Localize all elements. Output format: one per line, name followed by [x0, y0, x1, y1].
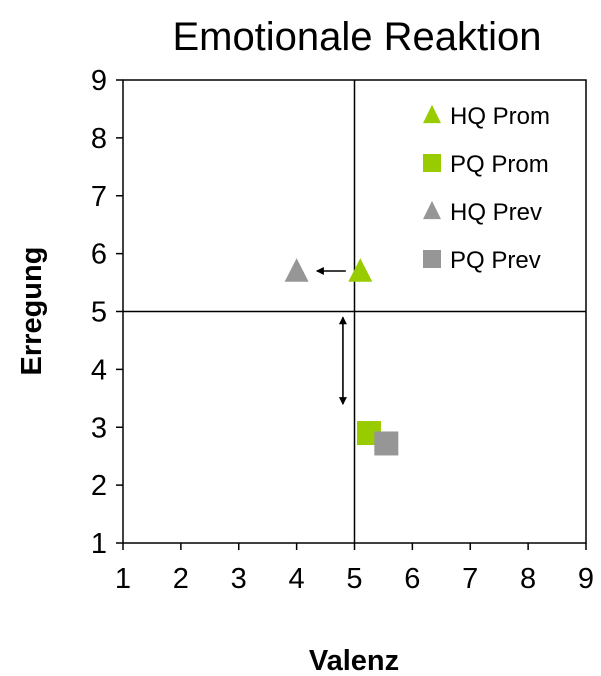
y-tick-label: 2: [91, 470, 107, 502]
data-points: [284, 258, 399, 456]
reference-lines: [123, 80, 586, 543]
y-tick-label: 1: [91, 528, 107, 560]
x-tick-label: 6: [404, 563, 420, 595]
x-tick-label: 5: [346, 563, 362, 595]
x-tick-label: 8: [520, 563, 536, 595]
chart-annotations: [315, 266, 347, 406]
data-point-pq-prev: [374, 431, 399, 456]
x-tick-label: 7: [462, 563, 478, 595]
legend-label: PQ Prev: [450, 247, 541, 274]
x-tick-label: 9: [578, 563, 594, 595]
x-tick-label: 4: [289, 563, 305, 595]
legend-marker: [423, 250, 441, 268]
legend-label: PQ Prom: [450, 151, 549, 178]
legend-label: HQ Prom: [450, 103, 550, 130]
y-tick-label: 9: [91, 65, 107, 97]
x-tick-label: 3: [231, 563, 247, 595]
y-tick-label: 6: [91, 239, 107, 271]
legend: HQ Prom PQ Prom HQ Prev PQ Prev: [423, 103, 550, 274]
legend-marker: [423, 154, 441, 172]
y-tick-label: 3: [91, 412, 107, 444]
y-axis-ticks: 1 2 3 4 5 6 7 8 9: [91, 65, 123, 560]
x-axis-ticks: 1 2 3 4 5 6 7 8 9: [115, 543, 594, 595]
chart-title: Emotionale Reaktion: [172, 15, 541, 59]
legend-marker: [423, 200, 441, 220]
x-axis-label: Valenz: [309, 645, 399, 676]
x-tick-label: 2: [173, 563, 189, 595]
data-point-hq-prom: [348, 258, 373, 282]
data-point-hq-prev: [284, 258, 309, 282]
legend-marker: [423, 104, 441, 124]
x-tick-label: 1: [115, 563, 131, 595]
y-tick-label: 5: [91, 297, 107, 329]
y-tick-label: 8: [91, 123, 107, 155]
legend-label: HQ Prev: [450, 199, 542, 226]
y-tick-label: 7: [91, 181, 107, 213]
y-tick-label: 4: [91, 354, 107, 386]
y-axis-label: Erregung: [16, 247, 48, 376]
